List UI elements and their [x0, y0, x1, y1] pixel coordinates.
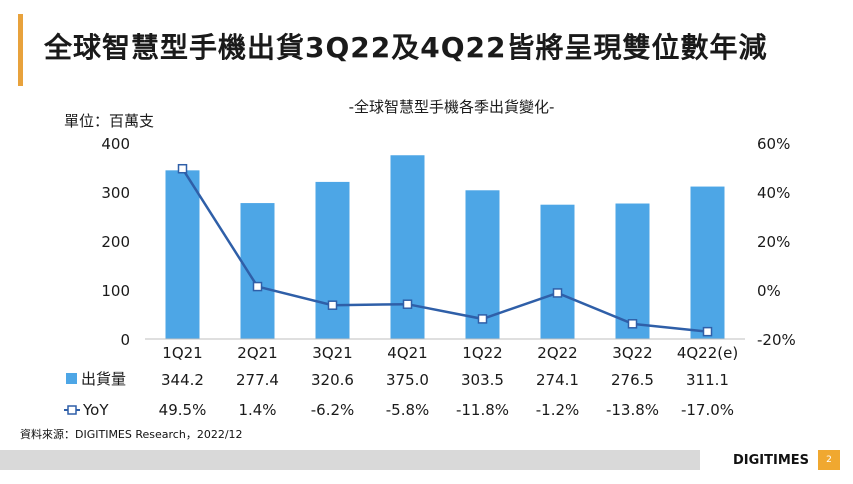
category-label: 4Q21	[387, 344, 427, 362]
category-label: 2Q22	[537, 344, 577, 362]
digitimes-logo: DIGITIMES	[733, 453, 810, 468]
bar-data-label: 276.5	[611, 371, 654, 389]
footer-band	[0, 450, 853, 470]
right-axis-tick: 40%	[757, 184, 790, 202]
bar-data-label: 303.5	[461, 371, 504, 389]
bar	[390, 155, 425, 339]
yoy-marker	[702, 326, 713, 337]
left-axis-tick: 400	[101, 135, 130, 153]
yoy-marker	[327, 300, 338, 310]
left-axis-tick: 100	[101, 282, 130, 300]
bar	[315, 181, 350, 339]
right-axis-tick: 60%	[757, 135, 790, 153]
yoy-marker	[552, 288, 563, 298]
unit-label: 單位：百萬支	[64, 112, 155, 130]
yoy-data-label: -13.8%	[606, 401, 659, 419]
bar	[615, 203, 650, 339]
category-label: 3Q22	[612, 344, 652, 362]
legend-bar-label: 出貨量	[81, 370, 126, 388]
chart-title: -全球智慧型手機各季出貨變化-	[348, 98, 555, 116]
legend-bar-swatch	[66, 373, 77, 384]
left-axis-tick: 200	[101, 233, 130, 251]
category-label: 1Q21	[162, 344, 202, 362]
title-accent-bar	[18, 14, 23, 86]
bar-data-label: 375.0	[386, 371, 429, 389]
bar-data-label: 311.1	[686, 371, 729, 389]
bar-data-label: 274.1	[536, 371, 579, 389]
slide-title: 全球智慧型手機出貨3Q22及4Q22皆將呈現雙位數年減	[44, 31, 768, 64]
yoy-data-label: -5.8%	[386, 401, 430, 419]
yoy-marker	[177, 163, 188, 174]
yoy-data-label: 49.5%	[159, 401, 207, 419]
bar	[165, 170, 200, 339]
bar	[240, 203, 275, 339]
yoy-marker	[477, 314, 488, 324]
yoy-data-label: -1.2%	[536, 401, 580, 419]
footer-logo-area	[700, 450, 853, 470]
source-note: 資料來源：DIGITIMES Research，2022/12	[20, 428, 243, 441]
bar	[690, 186, 725, 339]
left-axis-tick: 300	[101, 184, 130, 202]
yoy-data-label: -17.0%	[681, 401, 734, 419]
right-axis-tick: 0%	[757, 282, 781, 300]
yoy-data-label: 1.4%	[238, 401, 276, 419]
yoy-marker	[402, 299, 413, 309]
right-axis-tick: -20%	[757, 331, 796, 349]
bar-data-label: 277.4	[236, 371, 279, 389]
yoy-data-label: -11.8%	[456, 401, 509, 419]
yoy-marker	[252, 281, 263, 292]
category-label: 4Q22(e)	[677, 344, 738, 362]
right-axis-tick: 20%	[757, 233, 790, 251]
bar-data-label: 344.2	[161, 371, 204, 389]
page-number: 2	[818, 450, 840, 470]
left-axis-tick: 0	[120, 331, 130, 349]
yoy-marker	[627, 319, 638, 329]
yoy-line	[181, 168, 708, 333]
bar-data-label: 320.6	[311, 371, 354, 389]
category-label: 1Q22	[462, 344, 502, 362]
bar	[540, 204, 575, 339]
category-label: 2Q21	[237, 344, 277, 362]
yoy-data-label: -6.2%	[311, 401, 355, 419]
category-label: 3Q21	[312, 344, 352, 362]
legend-line-label: YoY	[82, 401, 109, 419]
legend-line-marker	[67, 405, 77, 415]
